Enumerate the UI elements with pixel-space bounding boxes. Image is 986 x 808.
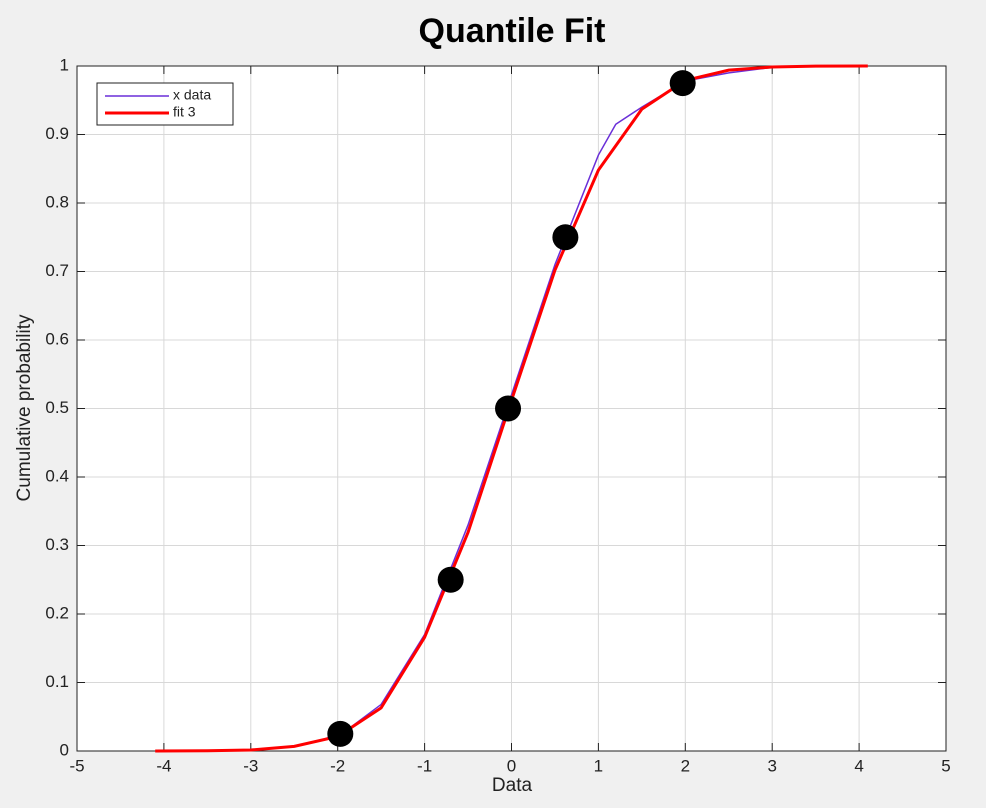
y-axis-label: Cumulative probability — [14, 314, 35, 501]
data-point — [495, 395, 522, 422]
x-tick-label: 1 — [594, 756, 603, 775]
x-tick-label: -4 — [156, 756, 171, 775]
y-tick-label: 0.2 — [45, 603, 69, 622]
legend-label: fit 3 — [173, 104, 196, 120]
y-tick-label: 0.1 — [45, 672, 69, 691]
y-tick-label: 0 — [60, 740, 69, 759]
x-tick-label: -2 — [330, 756, 345, 775]
y-tick-label: 0.3 — [45, 535, 69, 554]
x-tick-label: 4 — [854, 756, 863, 775]
plot-frame — [76, 65, 947, 752]
y-tick-label: 0.6 — [45, 329, 69, 348]
data-point — [552, 224, 579, 251]
y-tick-label: 0.7 — [45, 261, 69, 280]
data-point — [327, 720, 354, 747]
y-tick-label: 0.4 — [45, 466, 69, 485]
x-axis-label: Data — [492, 775, 533, 796]
y-tick-label: 1 — [60, 55, 69, 74]
x-tick-label: -5 — [69, 756, 84, 775]
y-tick-label: 0.9 — [45, 124, 69, 143]
legend-box — [96, 82, 234, 126]
x-tick-label: 3 — [767, 756, 776, 775]
x-tick-label: -3 — [243, 756, 258, 775]
x-tick-label: 2 — [681, 756, 690, 775]
x-tick-label: -1 — [417, 756, 432, 775]
chart-title: Quantile Fit — [419, 12, 606, 50]
y-tick-label: 0.5 — [45, 398, 69, 417]
x-tick-label: 5 — [941, 756, 950, 775]
x-tick-label: 0 — [507, 756, 516, 775]
legend-label: x data — [173, 87, 211, 103]
y-tick-label: 0.8 — [45, 192, 69, 211]
data-point — [669, 70, 696, 97]
data-point — [437, 566, 464, 593]
